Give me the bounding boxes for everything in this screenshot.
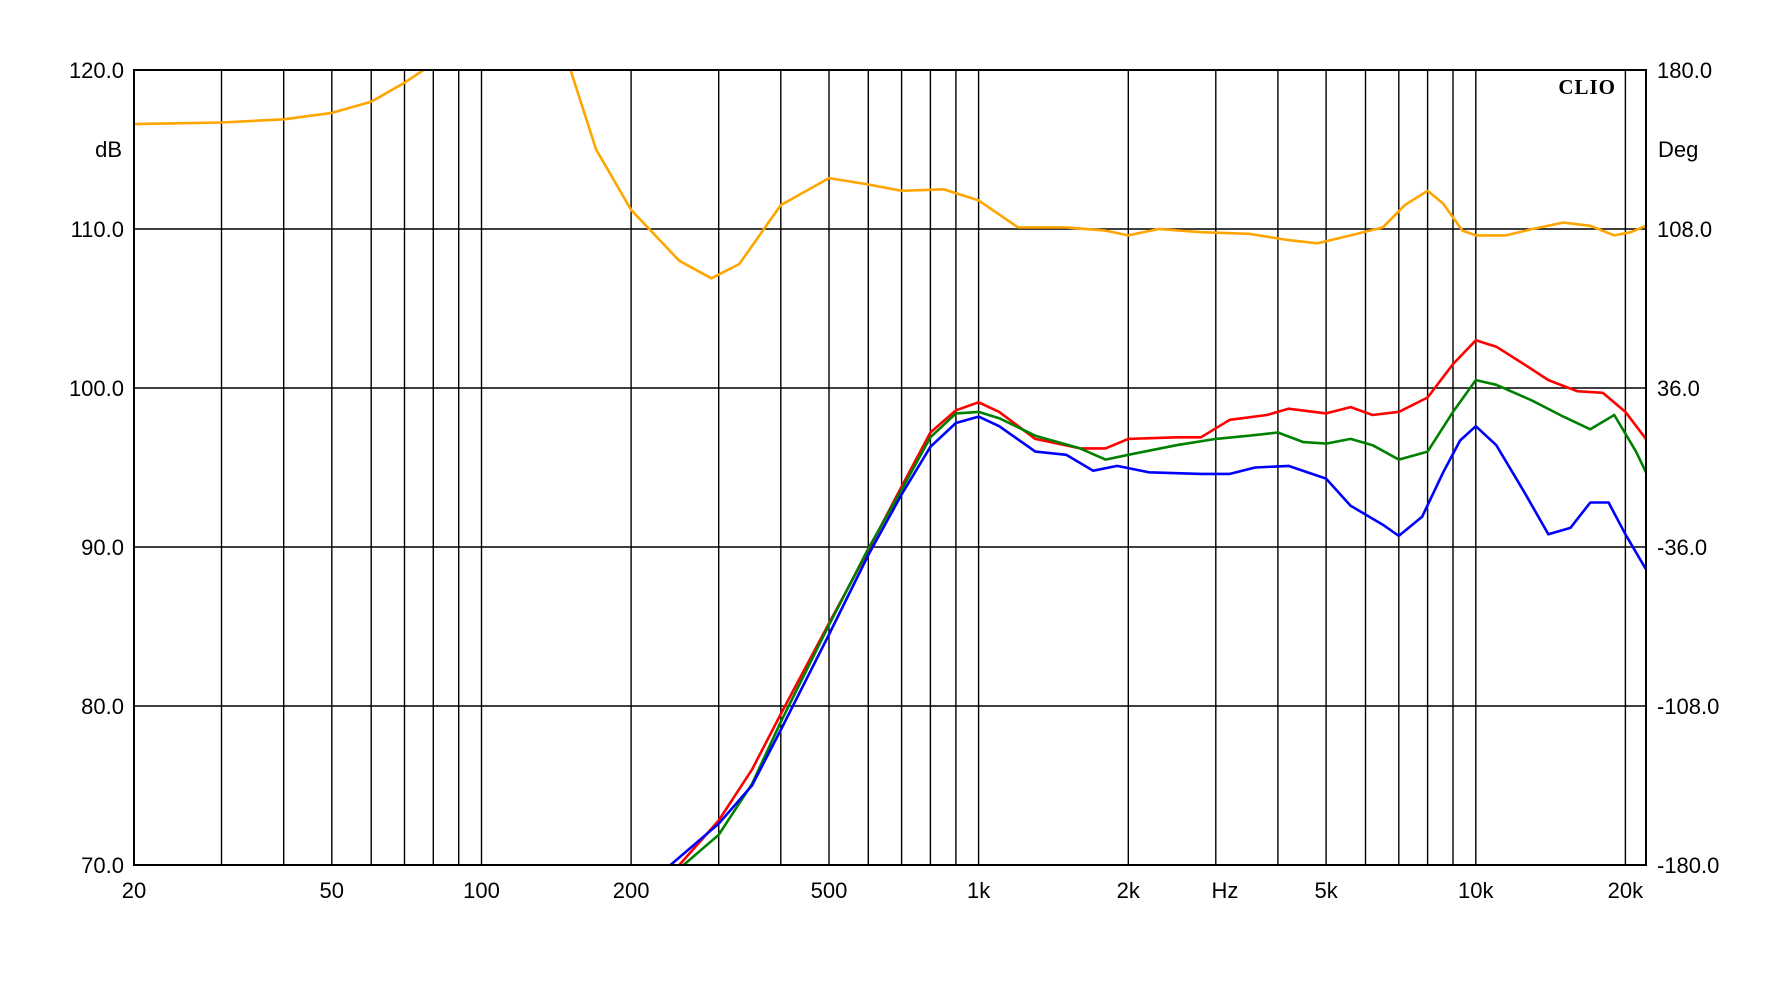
x-tick-label: 1k <box>967 878 991 903</box>
x-tick-label: 500 <box>811 878 848 903</box>
series-line-1 <box>134 70 1646 280</box>
series-line-2 <box>678 339 1646 865</box>
y-tick-label-left: 90.0 <box>81 535 124 560</box>
x-axis-label: Hz <box>1212 878 1239 903</box>
plot-frame <box>133 69 1647 866</box>
x-tick-label: 5k <box>1314 878 1338 903</box>
y-tick-label-right: 36.0 <box>1657 376 1700 401</box>
tick-labels: 20 50 100 200 500 1k 2k 5k 10k 20k 70.0 80.0 90.0 100… <box>69 58 1719 903</box>
x-tick-label: 10k <box>1458 878 1494 903</box>
series-line-4 <box>669 415 1646 865</box>
series-line-3 <box>682 378 1646 865</box>
y-tick-label-left: 80.0 <box>81 694 124 719</box>
y-tick-label-left: 100.0 <box>69 376 124 401</box>
y-tick-label-right: 180.0 <box>1657 58 1712 83</box>
x-tick-label: 50 <box>320 878 344 903</box>
y-axis-label-right: Deg <box>1658 137 1698 162</box>
x-tick-label: 100 <box>463 878 500 903</box>
x-tick-label: 200 <box>613 878 650 903</box>
brand-logo: CLIO <box>1558 75 1616 99</box>
y-tick-label-right: 108.0 <box>1657 217 1712 242</box>
y-tick-label-right: -180.0 <box>1657 853 1719 878</box>
y-tick-label-left: 110.0 <box>71 217 124 242</box>
x-tick-label: 20 <box>122 878 146 903</box>
x-tick-label: 2k <box>1117 878 1141 903</box>
y-tick-label-left: 70.0 <box>81 853 124 878</box>
y-tick-label-left: 120.0 <box>69 58 124 83</box>
y-tick-label-right: -36.0 <box>1657 535 1707 560</box>
y-tick-label-right: -108.0 <box>1657 694 1719 719</box>
x-tick-label: 20k <box>1608 878 1644 903</box>
series-group <box>134 70 1646 865</box>
y-axis-label-left: dB <box>95 137 122 162</box>
